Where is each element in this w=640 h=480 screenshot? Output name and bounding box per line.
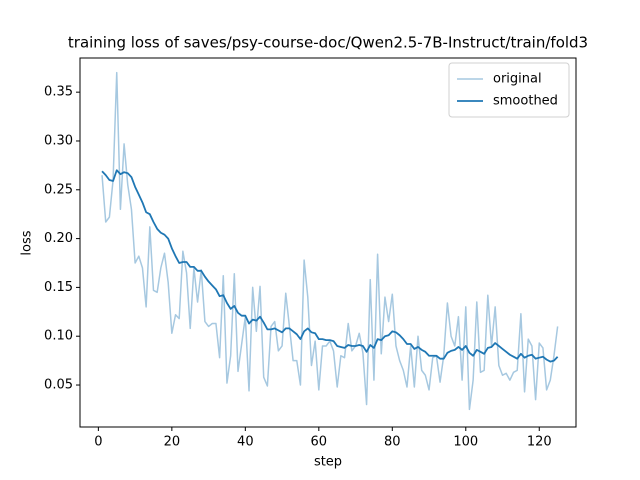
y-tick-label: 0.30 (44, 133, 73, 148)
x-tick-label: 100 (453, 435, 478, 450)
y-tick-label: 0.35 (44, 85, 73, 100)
series-line (101, 71, 559, 411)
y-tick-label: 0.05 (44, 378, 73, 393)
y-tick-label: 0.15 (44, 280, 73, 295)
chart-title: training loss of saves/psy-course-doc/Qw… (68, 34, 588, 52)
legend-label: smoothed (493, 94, 558, 109)
series-line (101, 169, 559, 363)
x-tick-label: 0 (94, 435, 102, 450)
y-axis-label: loss (20, 230, 35, 255)
x-tick-label: 60 (311, 435, 328, 450)
plot-frame (79, 57, 577, 428)
x-tick-label: 120 (527, 435, 552, 450)
x-axis-label: step (314, 455, 342, 470)
x-tick-label: 40 (237, 435, 254, 450)
y-tick-label: 0.10 (44, 329, 73, 344)
y-tick-label: 0.25 (44, 182, 73, 197)
legend-box (448, 62, 570, 118)
x-tick-label: 80 (384, 435, 401, 450)
y-tick-label: 0.20 (44, 231, 73, 246)
legend-label: original (493, 72, 542, 87)
x-tick-label: 20 (164, 435, 181, 450)
